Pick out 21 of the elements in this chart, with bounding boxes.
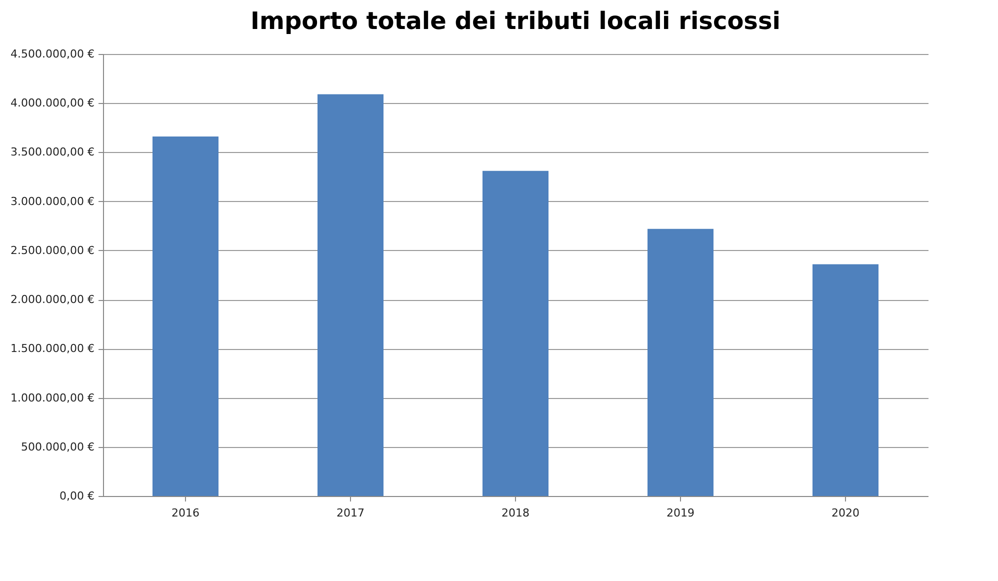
y-tick-label: 1.000.000,00 € (10, 391, 94, 404)
y-tick-label: 4.000.000,00 € (10, 96, 94, 110)
x-tick-label: 2017 (336, 506, 364, 520)
y-tick-label: 2.000.000,00 € (10, 293, 94, 306)
y-tick-label: 2.500.000,00 € (10, 244, 94, 257)
y-tick-label: 4.500.000,00 € (10, 48, 94, 60)
y-tick-label: 500.000,00 € (21, 440, 94, 454)
y-tick-label: 0,00 € (60, 490, 94, 502)
x-tick-label: 2019 (666, 506, 694, 520)
bar (648, 228, 714, 496)
x-tick-label: 2018 (502, 506, 530, 520)
bar (482, 170, 548, 496)
x-tick-label: 2016 (172, 506, 200, 520)
bar (318, 94, 384, 496)
chart-title: Importo totale dei tributi locali riscossi (250, 7, 780, 35)
bar (812, 264, 878, 496)
y-tick-label: 3.500.000,00 € (10, 146, 94, 159)
x-tick-label: 2020 (832, 506, 860, 520)
y-tick-label: 3.000.000,00 € (10, 194, 94, 208)
bar (152, 136, 218, 496)
y-tick-label: 1.500.000,00 € (10, 342, 94, 356)
